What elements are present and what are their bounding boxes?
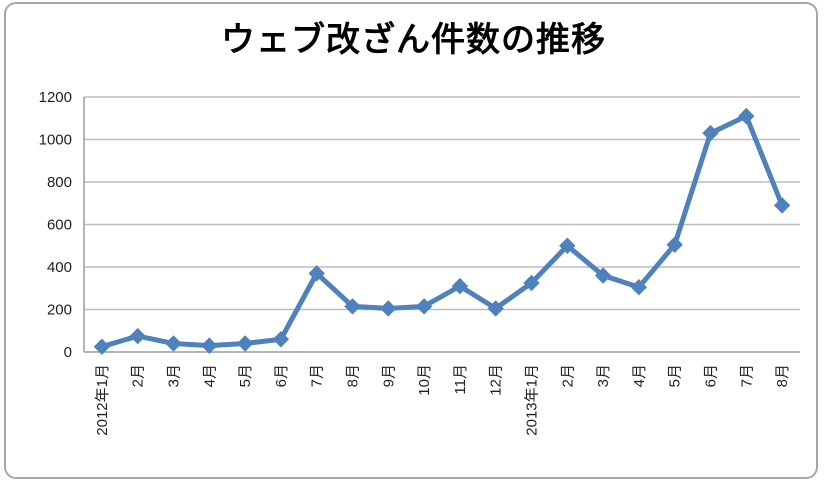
y-axis-tick-label: 1000: [39, 132, 72, 149]
data-point-marker: [129, 327, 146, 345]
data-point-marker: [308, 265, 325, 282]
data-point-marker: [487, 300, 504, 317]
y-axis-tick-label: 800: [47, 174, 72, 191]
x-axis-tick-label: 3月: [166, 364, 183, 387]
y-axis-tick-label: 1200: [39, 89, 72, 106]
data-point-marker: [702, 124, 719, 142]
x-axis-tick-label: 5月: [237, 364, 254, 387]
x-axis-tick-label: 4月: [201, 364, 218, 387]
line-series: [99, 113, 785, 350]
x-axis-tick-label: 8月: [774, 364, 791, 387]
y-axis-tick-label: 200: [47, 302, 72, 319]
data-point-marker: [666, 236, 683, 253]
x-axis-tick-label: 4月: [631, 364, 648, 387]
x-axis-tick-label: 5月: [667, 364, 684, 387]
data-point-marker: [523, 274, 540, 292]
y-axis-tick-label: 600: [47, 217, 72, 234]
x-axis-tick-label: 12月: [488, 364, 505, 396]
x-axis-tick-label: 11月: [452, 364, 469, 395]
data-point-marker: [272, 331, 290, 348]
y-axis-tick-label: 0: [64, 344, 72, 361]
x-axis-tick-label: 8月: [345, 364, 362, 387]
data-point-marker: [236, 335, 254, 352]
data-point-marker: [93, 338, 111, 355]
data-point-marker: [773, 197, 791, 214]
x-axis-tick-label: 7月: [309, 364, 326, 387]
data-point-marker: [380, 300, 397, 317]
x-axis-tick-label: 6月: [703, 364, 720, 387]
chart-title: ウェブ改ざん件数の推移: [221, 21, 606, 59]
data-point-marker: [738, 107, 755, 125]
x-axis-tick-label: 10月: [416, 364, 433, 396]
y-axis-tick-label: 400: [47, 259, 72, 276]
data-point-marker: [630, 278, 648, 296]
data-point-marker: [594, 267, 612, 284]
data-point-marker: [559, 237, 576, 254]
chart-frame-border: [4, 2, 818, 479]
x-axis-tick-label: 3月: [595, 364, 612, 387]
x-axis-tick-label: 2013年1月: [524, 364, 541, 436]
data-point-marker: [201, 337, 218, 354]
data-point-marker: [344, 298, 361, 315]
data-point-marker: [165, 335, 182, 352]
x-axis-tick-label: 2月: [559, 364, 576, 387]
data-point-marker: [451, 277, 469, 295]
x-axis-tick-label: 2012年1月: [94, 364, 111, 436]
x-axis-tick-label: 2月: [130, 364, 147, 387]
x-axis-tick-label: 7月: [738, 364, 755, 387]
x-axis-tick-label: 9月: [380, 364, 397, 387]
x-axis-tick-label: 6月: [273, 364, 290, 387]
data-point-marker: [415, 298, 433, 315]
